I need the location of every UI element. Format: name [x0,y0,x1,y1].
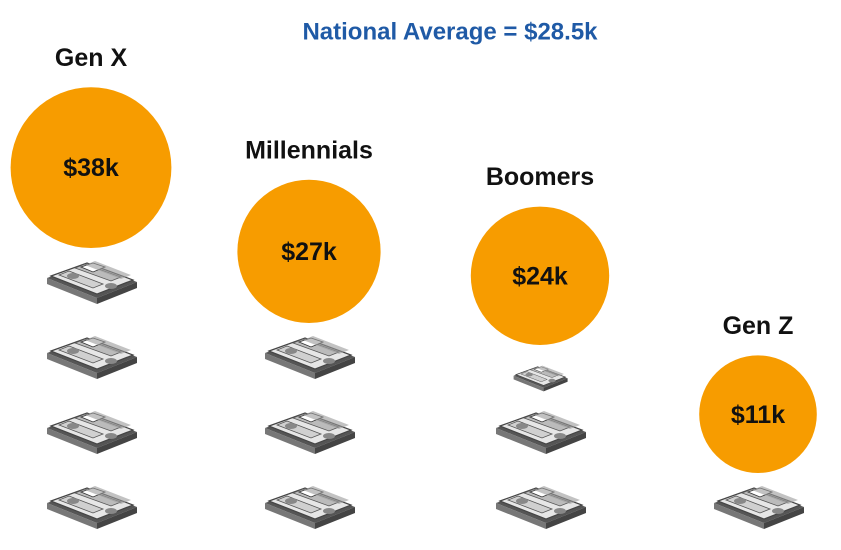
money-stack [264,485,356,530]
money-stack [495,410,587,455]
value-label: $24k [512,262,568,290]
category-label: Gen Z [723,312,794,340]
money-stack [513,365,568,392]
money-stack [46,260,138,305]
money-stack [264,410,356,455]
chart-title: National Average = $28.5k [302,18,598,45]
money-stack [46,335,138,380]
money-stack [495,485,587,530]
value-circle [10,87,172,248]
value-label: $27k [281,238,337,266]
money-stack [264,335,356,380]
value-circle [237,179,381,323]
category-label: Millennials [245,136,373,164]
category-label: Boomers [486,163,594,191]
value-circle [470,206,610,345]
value-circle [699,355,817,474]
money-stack [46,485,138,530]
money-stack [46,410,138,455]
value-label: $38k [63,154,119,182]
money-stack [713,485,805,530]
category-label: Gen X [55,44,128,72]
value-label: $11k [731,401,785,429]
